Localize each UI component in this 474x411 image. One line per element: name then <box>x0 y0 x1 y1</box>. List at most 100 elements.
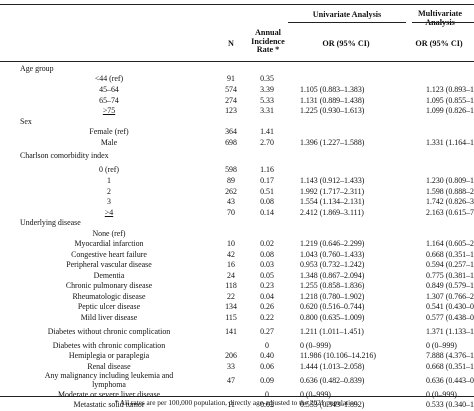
variable-label: Diabetes with chronic complication <box>0 341 218 352</box>
or-multivariate-cell: 2.163 (0.615–7.601) <box>426 207 474 217</box>
incidence-rate-cell: 0.03 <box>260 260 274 270</box>
variable-label-text: Mild liver disease <box>80 312 138 322</box>
variable-label: 2 <box>0 187 218 198</box>
or-univariate-cell: 1.105 (0.883–1.383) <box>300 84 365 94</box>
or-multivariate-cell: 1.230 (0.809–1.869) <box>426 175 474 185</box>
variable-label-text: Myocardial infarction <box>74 239 144 249</box>
variable-label-text: 2 <box>107 186 111 196</box>
incidence-rate-cell: 0.23 <box>260 281 274 291</box>
bottom-rule <box>0 396 474 397</box>
variable-label-text: Male <box>100 137 118 147</box>
incidence-rate-cell: 0.09 <box>260 375 274 385</box>
or-multivariate-cell: 0.533 (0.340–1.890) <box>426 400 474 410</box>
or-multivariate-cell <box>414 127 474 138</box>
table-row: 0 (ref) 598 1.16 <box>0 166 474 177</box>
n-cell: 16 <box>227 260 235 270</box>
or-univariate-cell: 1.131 (0.889–1.438) <box>300 95 365 105</box>
header-annual-incidence: Annual Incidence Rate * <box>251 28 285 55</box>
incidence-rate-cell: 0.17 <box>260 175 274 185</box>
or-univariate-cell: 1.218 (0.780–1.902) <box>300 291 365 301</box>
variable-label-text: None (ref) <box>92 228 126 238</box>
n-cell: 70 <box>227 207 235 217</box>
n-cell: 24 <box>227 270 235 280</box>
table-footnote: * All rates are per 100,000 population, … <box>114 398 360 407</box>
incidence-rate-cell: 2.70 <box>260 137 274 147</box>
table-row: Peripheral vascular disease 16 0.03 0.953 (… <box>0 260 474 271</box>
variable-label-text: Female (ref) <box>89 127 129 137</box>
or-univariate-cell: 0.636 (0.482–0.839) <box>300 375 365 385</box>
or-univariate-cell: 1.219 (0.646–2.299) <box>300 239 365 249</box>
or-univariate-cell: 0 (0–999) <box>300 340 331 350</box>
or-multivariate-cell: 0.636 (0.443–0.913) <box>426 375 474 385</box>
or-univariate-cell: 1.444 (1.013–2.058) <box>300 361 365 371</box>
variable-label: >75 <box>0 106 218 117</box>
or-univariate-cell: 11.986 (10.106–14.216) <box>300 351 376 361</box>
incidence-rate-cell: 0.22 <box>260 312 274 322</box>
table-row: Peptic ulcer disease 134 0.26 0.620 (0.516–… <box>0 302 474 313</box>
incidence-rate-cell: 0.26 <box>260 302 274 312</box>
table-row: <44 (ref) 91 0.35 <box>0 75 474 86</box>
section-row: Sex <box>0 117 474 128</box>
or-multivariate-cell: 7.888 (4.376–14.219) <box>426 351 474 361</box>
variable-label-text: Any malignancy including leukemia and ly… <box>44 371 174 389</box>
variable-label-text: Rheumatologic disease <box>72 291 146 301</box>
variable-label: >4 <box>0 208 218 219</box>
or-univariate-cell: 1.225 (0.930–1.613) <box>300 106 365 116</box>
table-row: Congestive heart failure 42 0.08 1.043 (0.7… <box>0 250 474 261</box>
or-univariate-cell: 0.800 (0.635–1.009) <box>300 312 365 322</box>
n-cell: 42 <box>227 249 235 259</box>
n-cell: 141 <box>225 326 237 336</box>
or-multivariate-cell: 0 (0–999) <box>426 389 457 399</box>
variable-label: 65–74 <box>0 96 218 107</box>
or-multivariate-cell: 0.541 (0.430–0.681) <box>426 302 474 312</box>
or-univariate-cell <box>290 127 414 138</box>
table-row: Diabetes without chronic complication 141… <box>0 323 474 340</box>
or-univariate-cell: 1.992 (1.717–2.311) <box>300 186 365 196</box>
variable-label-text: >75 <box>102 106 116 116</box>
or-univariate-cell: 2.412 (1.869–3.111) <box>300 207 364 217</box>
table-row: Any malignancy including leukemia and ly… <box>0 371 474 389</box>
or-multivariate-cell: 1.742 (0.826–3.674) <box>426 197 474 207</box>
n-cell: 33 <box>227 361 235 371</box>
section-label: Charlson comorbidity index <box>20 151 109 161</box>
incidence-rate-cell: 0.06 <box>260 361 274 371</box>
results-table-body: Age group <44 (ref) 91 0.35 45–64 574 3.39 1.10… <box>0 64 474 411</box>
n-cell: 43 <box>227 197 235 207</box>
variable-label-text: Congestive heart failure <box>71 249 147 259</box>
or-multivariate-cell: 1.331 (1.164–1.522) <box>426 137 474 147</box>
variable-label-text: 0 (ref) <box>99 165 119 175</box>
header-multivariate: Multivariate Analysis <box>417 9 463 27</box>
incidence-rate-cell: 3.39 <box>260 84 274 94</box>
incidence-rate-cell: 0 <box>265 340 269 350</box>
or-multivariate-cell <box>414 75 474 86</box>
table-row: >4 70 0.14 2.412 (1.869–3.111) 2.163 (0.615–… <box>0 208 474 219</box>
incidence-rate-cell: 1.16 <box>260 165 274 175</box>
variable-label: Moderate or severe liver disease <box>0 390 218 401</box>
n-cell: 91 <box>227 74 235 84</box>
variable-label: None (ref) <box>0 229 218 240</box>
incidence-rate-cell: 0.02 <box>260 239 274 249</box>
header-univariate: Univariate Analysis <box>312 10 382 19</box>
or-univariate-cell: 1.348 (0.867–2.094) <box>300 270 365 280</box>
incidence-rate-cell: 3.31 <box>260 106 274 116</box>
or-univariate-cell: 1.554 (1.134–2.131) <box>300 197 365 207</box>
variable-label-text: 45–64 <box>99 84 119 94</box>
or-multivariate-cell: 0.577 (0.438–0.760) <box>426 312 474 322</box>
or-univariate-cell: 0.620 (0.516–0.744) <box>300 302 365 312</box>
header-rule <box>0 61 474 62</box>
or-multivariate-cell: 1.371 (1.133–1.659) <box>426 326 474 336</box>
variable-label-text: Renal disease <box>87 361 131 371</box>
n-cell: 134 <box>225 302 237 312</box>
table-row: 3 43 0.08 1.554 (1.134–2.131) 1.742 (0.826–3… <box>0 197 474 208</box>
variable-label: Mild liver disease <box>0 313 218 324</box>
or-univariate-cell: 1.143 (0.912–1.433) <box>300 175 365 185</box>
or-univariate-cell <box>290 75 414 86</box>
table-row: Renal disease 33 0.06 1.444 (1.013–2.058) 0.… <box>0 362 474 373</box>
or-univariate-cell: 1.255 (0.858–1.836) <box>300 281 365 291</box>
table-row: Diabetes with chronic complication 0 0 (0–… <box>0 341 474 352</box>
table-row: 1 89 0.17 1.143 (0.912–1.433) 1.230 (0.809–1… <box>0 176 474 187</box>
variable-label-text: Dementia <box>93 270 125 280</box>
multivariate-underline <box>412 22 474 23</box>
table-row: Moderate or severe liver disease 0 0 (0–99… <box>0 390 474 401</box>
or-multivariate-cell: 1.164 (0.605–2.239) <box>426 239 474 249</box>
